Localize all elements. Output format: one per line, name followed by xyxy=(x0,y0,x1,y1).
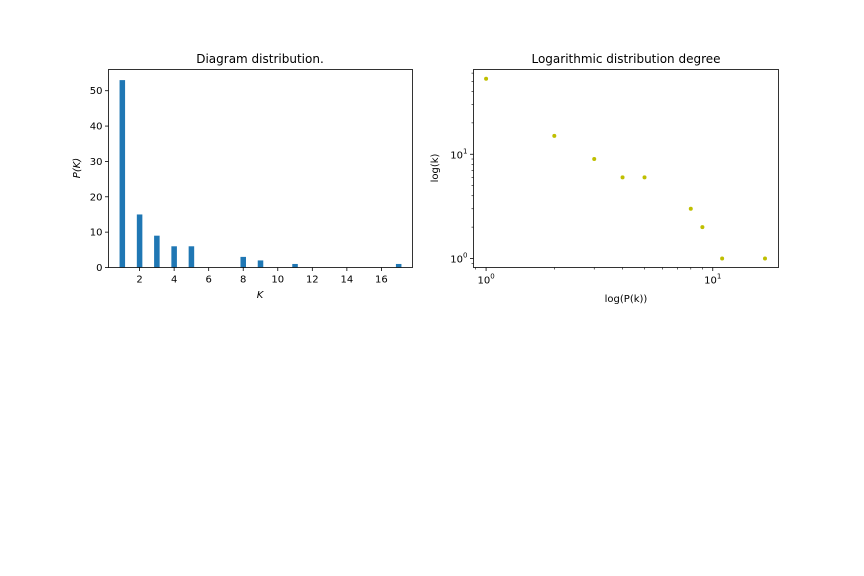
x-tick-label: 16 xyxy=(375,275,388,286)
y-tick-label: 30 xyxy=(90,157,103,168)
x-tick-label: 100 xyxy=(477,273,494,287)
x-tick-label: 4 xyxy=(171,275,177,286)
x-tick-label: 14 xyxy=(340,275,353,286)
y-tick-label: 50 xyxy=(90,86,103,97)
x-tick-label: 10 xyxy=(271,275,284,286)
scatter-point xyxy=(592,157,597,162)
bar xyxy=(292,263,298,268)
bar-chart: Diagram distribution. 2 4 6 8 10 12 14 16 0 10 20… xyxy=(72,52,413,301)
x-tick-label: 8 xyxy=(240,275,246,286)
scatter-y-axis-label: log(k) xyxy=(430,153,441,182)
scatter-point xyxy=(552,133,557,138)
scatter-chart: Logarithmic distribution degree 100 101 1… xyxy=(430,52,779,305)
scatter-point xyxy=(700,225,705,230)
scatter-point xyxy=(762,256,767,261)
scatter-chart-title: Logarithmic distribution degree xyxy=(531,52,720,66)
scatter-point xyxy=(484,76,489,81)
scatter-point xyxy=(620,175,625,180)
bar xyxy=(395,263,402,268)
x-tick-label: 2 xyxy=(136,275,142,286)
bar xyxy=(119,80,126,268)
bar xyxy=(257,260,264,268)
bar xyxy=(136,214,143,268)
bar xyxy=(240,256,246,268)
scatter-y-ticks: 100 101 xyxy=(450,72,474,266)
scatter-point xyxy=(688,206,693,211)
y-tick-label: 40 xyxy=(90,122,103,133)
y-tick-label: 10 xyxy=(90,228,103,239)
bar xyxy=(188,246,195,268)
x-tick-label: 101 xyxy=(704,273,721,287)
bar-plot-frame xyxy=(108,69,413,268)
x-tick-label: 6 xyxy=(205,275,211,286)
bar xyxy=(154,235,160,268)
bar-chart-title: Diagram distribution. xyxy=(196,52,324,66)
bar-x-axis-label: K xyxy=(257,290,265,301)
scatter-point xyxy=(642,175,647,180)
bar-x-ticks: 2 4 6 8 10 12 14 16 xyxy=(136,267,388,286)
scatter-series xyxy=(484,76,767,261)
bar xyxy=(171,246,177,268)
scatter-plot-frame xyxy=(473,69,779,268)
bar-y-ticks: 0 10 20 30 40 50 xyxy=(90,86,109,274)
scatter-x-ticks: 100 101 xyxy=(475,267,721,287)
bar-series xyxy=(119,80,402,268)
y-tick-label: 0 xyxy=(96,263,102,274)
y-tick-label: 20 xyxy=(90,192,103,203)
y-tick-label: 100 xyxy=(450,252,467,266)
scatter-point xyxy=(720,256,725,261)
y-tick-label: 101 xyxy=(450,147,467,161)
scatter-x-axis-label: log(P(k)) xyxy=(605,294,648,305)
x-tick-label: 12 xyxy=(306,275,319,286)
bar-y-axis-label: P(K) xyxy=(72,158,83,178)
